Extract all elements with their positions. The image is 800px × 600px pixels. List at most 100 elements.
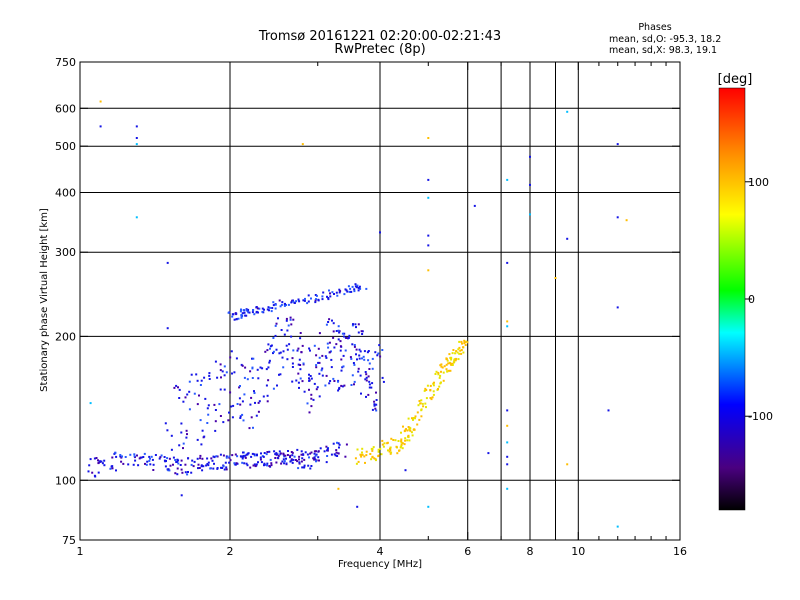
scattered-point: [625, 219, 628, 222]
data-point: [420, 415, 423, 418]
legend-title: Phases: [638, 22, 671, 33]
data-point: [350, 357, 353, 360]
data-point: [235, 462, 238, 465]
data-point: [195, 373, 198, 376]
data-point: [358, 348, 361, 351]
data-point: [239, 417, 242, 419]
data-point: [333, 346, 336, 349]
data-point: [246, 464, 249, 467]
data-point: [326, 449, 328, 452]
data-point: [186, 433, 188, 436]
data-point: [216, 376, 219, 379]
data-point: [255, 311, 258, 314]
data-point: [375, 459, 377, 462]
scattered-point: [427, 244, 430, 247]
data-point: [275, 452, 278, 455]
data-point: [286, 348, 289, 351]
data-point: [367, 393, 370, 396]
data-point: [196, 379, 199, 382]
scattered-point: [506, 325, 509, 328]
data-point: [111, 456, 114, 459]
data-point: [306, 302, 309, 305]
data-point: [97, 459, 99, 462]
data-point: [251, 311, 254, 314]
data-point: [347, 336, 350, 339]
data-point: [254, 465, 257, 468]
data-point: [369, 453, 372, 455]
data-point: [251, 452, 254, 455]
data-point: [355, 286, 358, 289]
data-point: [169, 464, 172, 467]
data-point: [407, 436, 410, 439]
data-point: [179, 464, 182, 466]
data-point: [286, 329, 289, 332]
data-point: [103, 459, 106, 462]
data-point: [146, 460, 149, 463]
data-point: [349, 287, 352, 290]
data-point: [353, 288, 356, 291]
data-point: [318, 395, 321, 398]
data-point: [443, 365, 446, 368]
data-point: [127, 463, 130, 466]
data-point: [328, 382, 331, 385]
data-point: [375, 409, 378, 412]
data-point: [267, 343, 270, 346]
data-point: [390, 451, 393, 454]
data-point: [231, 454, 234, 457]
data-point: [270, 310, 273, 313]
data-point: [199, 384, 202, 386]
data-point: [359, 374, 362, 377]
scattered-point: [427, 234, 430, 237]
data-point: [449, 362, 452, 365]
data-point: [188, 408, 191, 411]
data-point: [241, 457, 244, 460]
data-point: [120, 460, 123, 463]
data-point: [152, 463, 155, 466]
data-point: [348, 334, 351, 337]
data-point: [414, 417, 416, 420]
data-point: [313, 450, 316, 453]
data-point: [455, 350, 458, 353]
data-point: [460, 349, 463, 351]
data-point: [283, 455, 286, 458]
data-point: [354, 283, 357, 286]
data-point: [338, 387, 341, 390]
data-point: [206, 422, 209, 424]
data-point: [339, 349, 342, 352]
data-point: [334, 454, 337, 457]
data-point: [302, 299, 305, 302]
data-point: [188, 380, 191, 383]
data-point: [233, 371, 236, 374]
data-point: [400, 440, 403, 443]
data-point: [237, 317, 240, 320]
data-point: [413, 428, 416, 431]
data-point: [291, 380, 294, 383]
data-point: [432, 390, 435, 393]
legend-x-mode: mean, sd,X: 98.3, 19.1: [609, 45, 717, 56]
data-point: [327, 346, 330, 349]
scattered-point: [506, 261, 509, 264]
data-point: [329, 295, 332, 298]
data-point: [440, 381, 442, 384]
data-point: [344, 349, 347, 352]
data-point: [426, 384, 429, 387]
scattered-point: [99, 100, 102, 103]
colorbar-ticks: 100 0 -100: [745, 176, 773, 423]
data-point: [371, 357, 374, 360]
data-point: [308, 377, 310, 380]
data-point: [367, 359, 370, 362]
data-point: [325, 356, 328, 359]
data-point: [445, 358, 448, 361]
data-point: [315, 298, 317, 301]
data-point: [461, 342, 463, 345]
data-point: [253, 390, 255, 393]
data-point: [269, 458, 272, 461]
data-point: [279, 373, 282, 376]
data-point: [357, 367, 360, 370]
data-point: [356, 284, 359, 287]
data-point: [280, 329, 283, 331]
data-point: [203, 435, 206, 438]
data-point: [313, 452, 316, 455]
scattered-point: [566, 110, 569, 113]
data-point: [182, 447, 184, 450]
